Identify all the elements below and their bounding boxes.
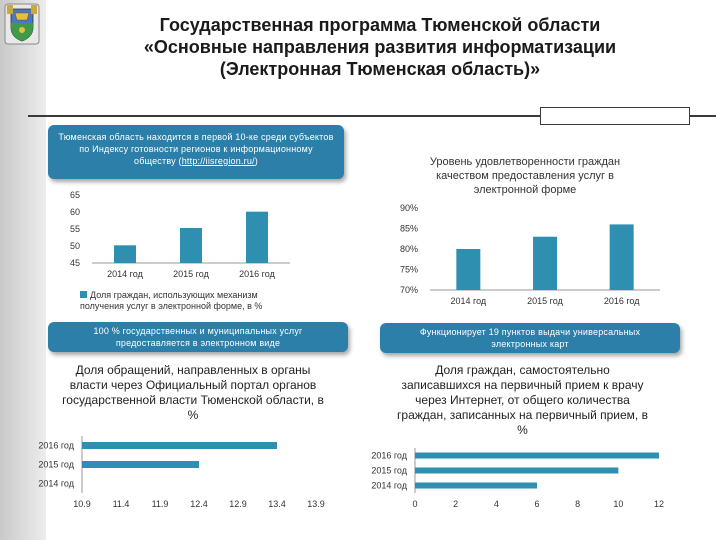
x-tick-label: 10 [613, 499, 623, 509]
x-tick-label: 2015 год [173, 269, 209, 279]
x-tick-label: 2016 год [239, 269, 275, 279]
left-decor-band [0, 0, 46, 540]
y-tick-label: 2015 год [38, 460, 74, 470]
x-tick-label: 2014 год [107, 269, 143, 279]
tyumen-coat-of-arms-icon [4, 3, 40, 45]
x-tick-label: 11.4 [113, 499, 130, 509]
x-tick-label: 8 [575, 499, 580, 509]
page-title-line-3: (Электронная Тюменская область)» [219, 59, 541, 79]
title-divider [28, 115, 716, 117]
index-rank-banner: Тюменская область находится в первой 10-… [48, 125, 344, 179]
iisregion-link[interactable]: http://iisregion.ru/ [181, 156, 255, 166]
x-tick-label: 2015 год [527, 296, 563, 306]
y-tick-label: 2016 год [371, 451, 407, 461]
bar [415, 482, 537, 489]
bar [415, 452, 659, 459]
y-tick-label: 75% [400, 265, 418, 275]
index-rank-text: Тюменская область находится в первой 10-… [58, 132, 334, 166]
x-tick-label: 6 [534, 499, 539, 509]
bar [246, 211, 268, 263]
bar [180, 227, 202, 263]
x-tick-label: 13.4 [268, 499, 286, 509]
kiosks-banner: Функционирует 19 пунктов выдачи универса… [380, 323, 680, 353]
x-tick-label: 12 [654, 499, 664, 509]
x-tick-label: 10.9 [73, 499, 91, 509]
bar [415, 467, 619, 474]
bar [82, 442, 277, 449]
y-tick-label: 55 [70, 224, 80, 234]
y-tick-label: 2014 год [38, 479, 74, 489]
y-tick-label: 65 [70, 190, 80, 200]
x-tick-label: 12.4 [190, 499, 208, 509]
x-tick-label: 2 [453, 499, 458, 509]
y-tick-label: 70% [400, 285, 418, 295]
y-tick-label: 2015 год [371, 466, 407, 476]
bar [533, 236, 557, 290]
bar [114, 245, 136, 263]
legend-swatch [80, 291, 87, 298]
y-tick-label: 80% [400, 244, 418, 254]
legend-label: Доля граждан, использующих механизм полу… [80, 290, 263, 311]
chart-portal-requests: 2016 год 2015 год 2014 год 10.9 11.4 11.9 12.4… [38, 436, 325, 509]
chart-satisfaction: 90% 85% 80% 75% 70% 2014 год 2015 год 2016 год [400, 203, 660, 306]
chart-e-services-legend: Доля граждан, использующих механизм полу… [80, 290, 290, 312]
bar [609, 224, 634, 290]
chart-satisfaction-title: Уровень удовлетворенности граждан качест… [429, 156, 621, 196]
bar [456, 249, 481, 290]
y-tick-label: 85% [400, 224, 418, 234]
chart-doctor-signup-title: Доля граждан, самостоятельно записавшихс… [397, 363, 648, 437]
x-tick-label: 12.9 [229, 499, 247, 509]
y-tick-label: 90% [400, 203, 418, 213]
x-tick-label: 4 [494, 499, 499, 509]
y-tick-label: 45 [70, 258, 80, 268]
services-banner: 100 % государственных и муниципальных ус… [48, 322, 348, 352]
chart-portal-requests-title: Доля обращений, направленных в органы вл… [62, 363, 324, 422]
page-title: Государственная программа Тюменской обла… [60, 14, 700, 80]
x-tick-label: 2014 год [450, 296, 486, 306]
chart-doctor-signup: 2016 год 2015 год 2014 год 0 2 4 6 8 10 12 [371, 448, 664, 509]
x-tick-label: 11.9 [152, 499, 169, 509]
y-tick-label: 50 [70, 241, 80, 251]
index-rank-suffix: ) [254, 156, 258, 166]
bar [82, 461, 199, 468]
y-tick-label: 2016 год [38, 441, 74, 451]
chart-e-services-usage: 65 60 55 50 45 2014 год 2015 год 2016 год [70, 190, 290, 279]
x-tick-label: 13.9 [307, 499, 325, 509]
page-title-line-1: Государственная программа Тюменской обла… [159, 15, 601, 35]
y-tick-label: 2014 год [371, 481, 407, 491]
page-title-line-2: «Основные направления развития информати… [143, 37, 617, 57]
x-tick-label: 0 [412, 499, 417, 509]
x-tick-label: 2016 год [604, 296, 640, 306]
title-divider-box [540, 107, 690, 125]
y-tick-label: 60 [70, 207, 80, 217]
